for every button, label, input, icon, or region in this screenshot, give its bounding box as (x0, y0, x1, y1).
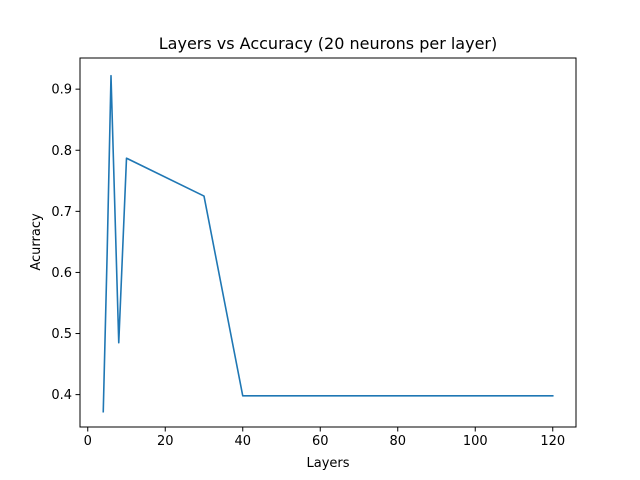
y-axis-label: Acurracy (29, 213, 44, 271)
x-tick-label: 40 (234, 434, 251, 449)
y-axis-ticks: 0.4 0.5 0.6 0.7 0.8 0.9 (51, 83, 80, 403)
series-line-0 (102, 74, 554, 413)
x-tick-label: 100 (463, 434, 488, 449)
x-tick-label: 60 (312, 434, 329, 449)
x-axis-ticks: 0 20 40 60 80 100 120 (84, 427, 565, 449)
x-tick-label: 120 (540, 434, 565, 449)
x-tick-label: 20 (157, 434, 174, 449)
x-axis-label: Layers (306, 456, 349, 471)
y-tick-label: 0.7 (51, 205, 72, 220)
y-tick-label: 0.5 (51, 327, 72, 342)
plot-area (102, 74, 554, 413)
y-tick-label: 0.4 (51, 388, 72, 403)
x-tick-label: 0 (84, 434, 92, 449)
plot-frame (79, 57, 577, 428)
y-tick-label: 0.8 (51, 144, 72, 159)
y-tick-label: 0.6 (51, 266, 72, 281)
chart-title: Layers vs Accuracy (20 neurons per layer… (159, 34, 498, 53)
y-tick-label: 0.9 (51, 83, 72, 98)
x-tick-label: 80 (389, 434, 406, 449)
